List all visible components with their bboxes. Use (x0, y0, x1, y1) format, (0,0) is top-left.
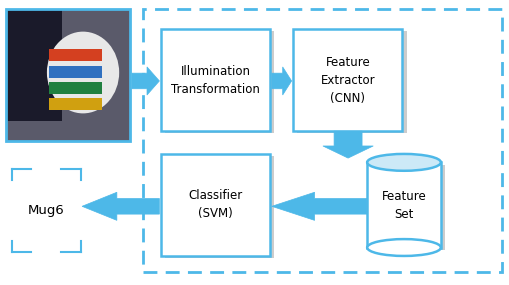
Text: Feature
Set: Feature Set (381, 190, 426, 221)
Ellipse shape (366, 154, 440, 171)
Text: Feature
Extractor
(CNN): Feature Extractor (CNN) (320, 56, 375, 105)
Polygon shape (271, 192, 366, 220)
FancyBboxPatch shape (6, 9, 130, 141)
Polygon shape (82, 192, 159, 220)
FancyBboxPatch shape (297, 31, 406, 133)
FancyBboxPatch shape (49, 66, 101, 78)
Polygon shape (271, 67, 291, 95)
FancyBboxPatch shape (161, 29, 270, 131)
Ellipse shape (366, 239, 440, 256)
Polygon shape (366, 162, 440, 247)
Polygon shape (322, 131, 373, 158)
FancyBboxPatch shape (49, 49, 101, 61)
Polygon shape (132, 67, 159, 95)
FancyBboxPatch shape (161, 154, 270, 256)
FancyBboxPatch shape (49, 98, 101, 110)
Ellipse shape (47, 32, 119, 113)
FancyBboxPatch shape (49, 82, 101, 94)
Text: Mug6: Mug6 (28, 204, 65, 217)
Polygon shape (6, 9, 62, 121)
Text: Illumination
Transformation: Illumination Transformation (171, 65, 260, 95)
Polygon shape (371, 165, 444, 250)
FancyBboxPatch shape (164, 156, 274, 258)
FancyBboxPatch shape (293, 29, 402, 131)
FancyBboxPatch shape (164, 31, 274, 133)
Text: Classifier
(SVM): Classifier (SVM) (188, 190, 242, 220)
